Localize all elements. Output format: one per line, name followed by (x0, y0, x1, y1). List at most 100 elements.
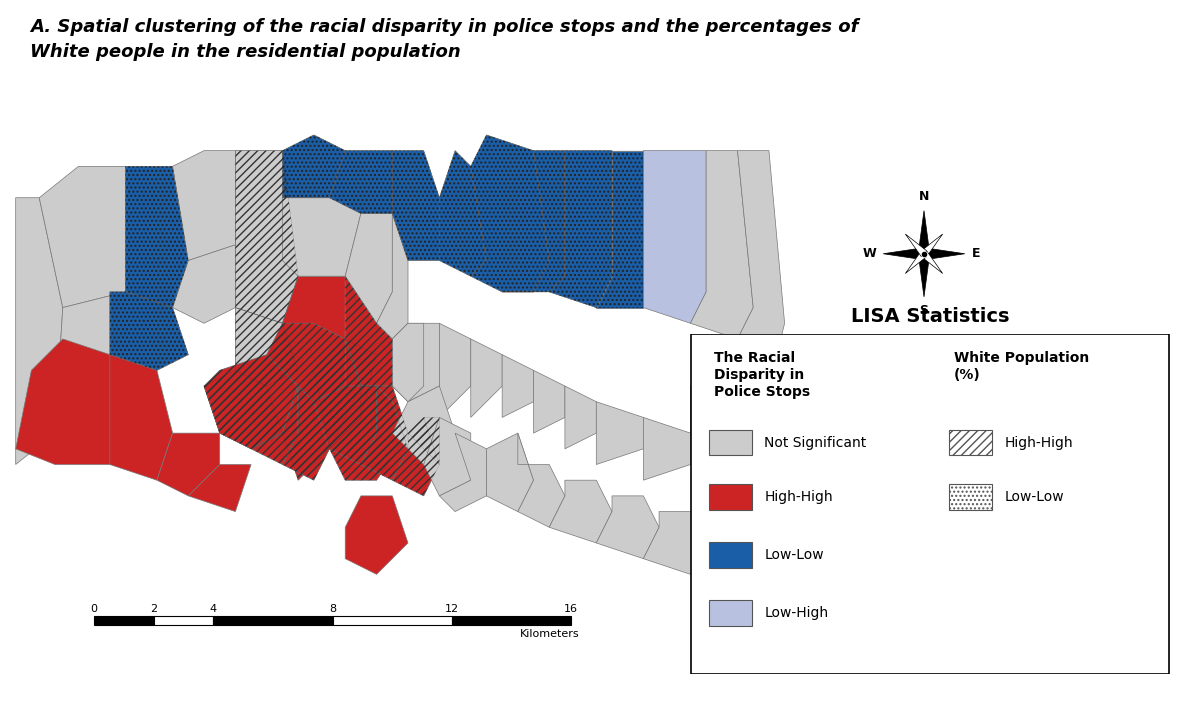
Polygon shape (204, 370, 282, 449)
Polygon shape (361, 386, 408, 480)
Polygon shape (16, 198, 62, 465)
Polygon shape (330, 151, 392, 213)
Polygon shape (922, 251, 943, 273)
Polygon shape (905, 251, 926, 273)
Polygon shape (204, 355, 298, 449)
Text: Low-Low: Low-Low (764, 548, 824, 562)
Polygon shape (188, 465, 251, 512)
Polygon shape (377, 213, 408, 339)
Polygon shape (518, 433, 565, 527)
Text: Low-High: Low-High (764, 606, 828, 620)
Bar (949, 430, 992, 455)
Text: High-High: High-High (1004, 436, 1073, 450)
Bar (154, 616, 214, 626)
Polygon shape (392, 418, 439, 496)
Polygon shape (470, 339, 502, 418)
Polygon shape (282, 198, 361, 276)
Text: 2: 2 (150, 604, 157, 613)
Polygon shape (282, 386, 330, 480)
Polygon shape (392, 323, 439, 402)
Polygon shape (282, 339, 361, 480)
Polygon shape (173, 151, 235, 260)
Bar (452, 616, 571, 626)
Polygon shape (110, 355, 173, 480)
Polygon shape (392, 386, 455, 465)
Polygon shape (534, 370, 565, 433)
Polygon shape (55, 292, 126, 433)
Polygon shape (565, 386, 596, 449)
Bar (709, 542, 752, 568)
Polygon shape (282, 276, 346, 370)
Polygon shape (486, 433, 534, 512)
Bar (94, 616, 154, 626)
Polygon shape (502, 355, 534, 418)
Polygon shape (126, 166, 188, 307)
Polygon shape (424, 418, 470, 496)
Text: White Population
(%): White Population (%) (954, 351, 1090, 382)
Polygon shape (439, 151, 486, 276)
Text: 4: 4 (210, 604, 217, 613)
Polygon shape (643, 151, 706, 323)
Bar (332, 616, 452, 626)
Polygon shape (596, 151, 643, 307)
Polygon shape (346, 213, 392, 323)
Text: LISA Statistics: LISA Statistics (851, 307, 1009, 326)
Polygon shape (235, 307, 298, 386)
Text: Not Significant: Not Significant (764, 436, 866, 450)
Polygon shape (408, 418, 439, 465)
Text: S: S (919, 304, 929, 318)
Polygon shape (690, 527, 754, 590)
Bar (214, 616, 332, 626)
Text: 0: 0 (91, 604, 97, 613)
Text: The Racial
Disparity in
Police Stops: The Racial Disparity in Police Stops (714, 351, 810, 399)
Polygon shape (470, 135, 550, 292)
Polygon shape (110, 292, 188, 370)
Polygon shape (550, 480, 612, 543)
Text: High-High: High-High (764, 490, 833, 504)
Text: Low-Low: Low-Low (1004, 490, 1064, 504)
Polygon shape (502, 151, 565, 292)
Polygon shape (235, 151, 298, 323)
FancyBboxPatch shape (691, 334, 1169, 674)
Bar (709, 600, 752, 626)
Polygon shape (346, 276, 392, 386)
Polygon shape (643, 512, 706, 574)
Polygon shape (282, 135, 346, 198)
Polygon shape (643, 418, 690, 480)
Text: A. Spatial clustering of the racial disparity in police stops and the percentage: A. Spatial clustering of the racial disp… (30, 18, 858, 61)
Polygon shape (550, 151, 612, 307)
Text: W: W (863, 247, 876, 260)
Polygon shape (330, 386, 408, 480)
Polygon shape (251, 386, 298, 465)
Polygon shape (173, 245, 235, 323)
Polygon shape (346, 496, 408, 574)
Polygon shape (266, 323, 346, 402)
Text: 12: 12 (445, 604, 460, 613)
Polygon shape (392, 151, 439, 260)
Polygon shape (439, 323, 470, 418)
Polygon shape (55, 418, 110, 449)
Polygon shape (690, 151, 754, 339)
Polygon shape (738, 151, 785, 355)
Text: E: E (972, 247, 980, 260)
Polygon shape (392, 323, 424, 402)
Polygon shape (690, 370, 754, 449)
Polygon shape (314, 386, 377, 465)
Bar (709, 484, 752, 510)
Polygon shape (905, 234, 926, 257)
Polygon shape (883, 248, 924, 260)
Text: N: N (919, 190, 929, 203)
Polygon shape (157, 433, 220, 496)
Bar (949, 484, 992, 510)
Polygon shape (596, 496, 659, 559)
Polygon shape (16, 339, 126, 465)
Text: 16: 16 (564, 604, 578, 613)
Polygon shape (314, 339, 377, 449)
Polygon shape (918, 254, 930, 297)
Polygon shape (924, 248, 965, 260)
Polygon shape (918, 210, 930, 254)
Text: Kilometers: Kilometers (520, 629, 580, 639)
Text: 8: 8 (329, 604, 336, 613)
Polygon shape (596, 402, 643, 465)
Bar (709, 430, 752, 455)
